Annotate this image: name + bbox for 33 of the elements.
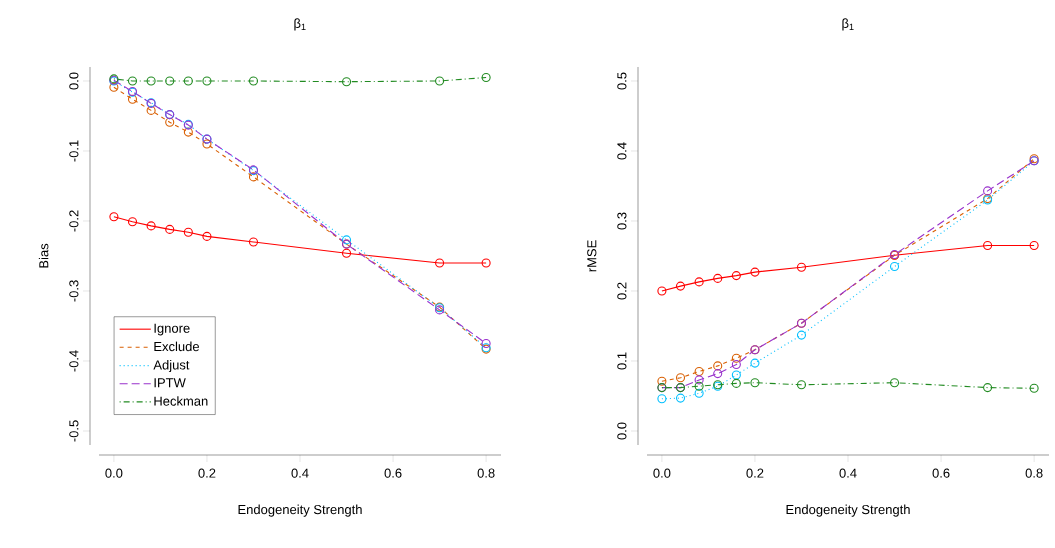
x-tick-label: 0.2 <box>746 468 764 478</box>
x-tick-label: 0.0 <box>653 468 671 478</box>
y-tick-label: 0.3 <box>617 212 627 230</box>
y-axis-title: Bias <box>38 243 49 268</box>
legend-label: IPTW <box>154 378 186 388</box>
y-axis-title: rMSE <box>587 240 597 272</box>
y-tick-label: 0.2 <box>617 282 627 300</box>
y-tick-label: -0.4 <box>69 350 79 372</box>
x-tick-label: 0.6 <box>384 468 402 478</box>
legend-label: Heckman <box>154 396 208 406</box>
y-tick-label: 0.0 <box>69 72 79 90</box>
x-axis-title: Endogeneity Strength <box>786 504 910 517</box>
chart-title: β$_{1}$ <box>294 18 306 31</box>
x-tick-label: 0.4 <box>291 468 309 478</box>
y-tick-label: -0.2 <box>69 210 79 232</box>
x-axis-title: Endogeneity Strength <box>238 504 362 517</box>
x-tick-label: 0.6 <box>932 468 950 478</box>
legend-label: Exclude <box>154 341 200 352</box>
x-tick-label: 0.0 <box>105 468 123 478</box>
y-tick-label: 0.0 <box>617 422 627 440</box>
chart-title: β$_{1}$ <box>842 18 854 31</box>
y-tick-label: 0.4 <box>617 142 627 160</box>
y-tick-label: 0.5 <box>617 72 627 90</box>
legend-label: Ignore <box>154 323 190 336</box>
y-tick-label: -0.5 <box>69 420 79 442</box>
x-tick-label: 0.8 <box>477 468 495 478</box>
x-tick-label: 0.4 <box>839 468 857 478</box>
x-tick-label: 0.2 <box>198 468 216 478</box>
legend-label: Adjust <box>153 359 190 373</box>
x-tick-label: 0.8 <box>1025 468 1043 478</box>
y-tick-label: 0.1 <box>617 352 627 370</box>
y-tick-label: -0.1 <box>69 140 79 162</box>
y-tick-label: -0.3 <box>69 280 79 302</box>
